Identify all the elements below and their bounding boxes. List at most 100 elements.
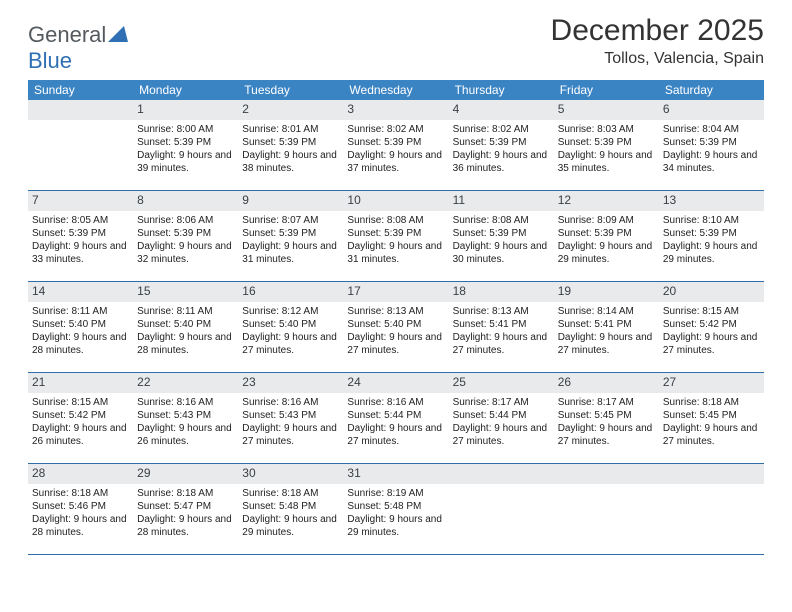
- day-number: 7: [28, 191, 133, 211]
- day-cell: 19Sunrise: 8:14 AMSunset: 5:41 PMDayligh…: [554, 282, 659, 372]
- weeks-container: 1 Sunrise: 8:00 AMSunset: 5:39 PMDaylight…: [28, 100, 764, 555]
- day-number: 2: [238, 100, 343, 120]
- day-body: Sunrise: 8:11 AMSunset: 5:40 PMDaylight:…: [32, 305, 129, 357]
- daylight-text: Daylight: 9 hours and 28 minutes.: [137, 331, 234, 357]
- dow-sunday: Sunday: [28, 80, 133, 100]
- day-number: 11: [449, 191, 554, 211]
- day-cell: 16Sunrise: 8:12 AMSunset: 5:40 PMDayligh…: [238, 282, 343, 372]
- daylight-text: Daylight: 9 hours and 37 minutes.: [347, 149, 444, 175]
- dow-friday: Friday: [554, 80, 659, 100]
- sunset-text: Sunset: 5:41 PM: [558, 318, 655, 331]
- day-cell: 8 Sunrise: 8:06 AMSunset: 5:39 PMDaylight…: [133, 191, 238, 281]
- sunset-text: Sunset: 5:45 PM: [663, 409, 760, 422]
- day-number: 27: [659, 373, 764, 393]
- day-cell: [28, 100, 133, 190]
- sunrise-text: Sunrise: 8:07 AM: [242, 214, 339, 227]
- day-number: 28: [28, 464, 133, 484]
- day-body: Sunrise: 8:01 AMSunset: 5:39 PMDaylight:…: [242, 123, 339, 175]
- daylight-text: Daylight: 9 hours and 27 minutes.: [242, 422, 339, 448]
- daylight-text: Daylight: 9 hours and 27 minutes.: [558, 422, 655, 448]
- sunrise-text: Sunrise: 8:19 AM: [347, 487, 444, 500]
- day-cell: 22Sunrise: 8:16 AMSunset: 5:43 PMDayligh…: [133, 373, 238, 463]
- sail-icon: [108, 26, 128, 42]
- day-number: 20: [659, 282, 764, 302]
- sunset-text: Sunset: 5:42 PM: [32, 409, 129, 422]
- sunrise-text: Sunrise: 8:13 AM: [453, 305, 550, 318]
- day-body: Sunrise: 8:16 AMSunset: 5:43 PMDaylight:…: [242, 396, 339, 448]
- day-cell: [659, 464, 764, 554]
- logo-main: General: [28, 22, 106, 47]
- day-number: 4: [449, 100, 554, 120]
- sunset-text: Sunset: 5:39 PM: [347, 227, 444, 240]
- day-number: 24: [343, 373, 448, 393]
- logo: General Blue: [28, 14, 128, 74]
- day-cell: 9Sunrise: 8:07 AMSunset: 5:39 PMDaylight…: [238, 191, 343, 281]
- day-number: 18: [449, 282, 554, 302]
- day-number: 15: [133, 282, 238, 302]
- day-number: 12: [554, 191, 659, 211]
- calendar-grid: Sunday Monday Tuesday Wednesday Thursday…: [28, 80, 764, 555]
- day-cell: 28 Sunrise: 8:18 AMSunset: 5:46 PMDayligh…: [28, 464, 133, 554]
- week-row: 14Sunrise: 8:11 AMSunset: 5:40 PMDayligh…: [28, 282, 764, 373]
- sunrise-text: Sunrise: 8:15 AM: [663, 305, 760, 318]
- day-body: Sunrise: 8:12 AMSunset: 5:40 PMDaylight:…: [242, 305, 339, 357]
- day-number: 9: [238, 191, 343, 211]
- daylight-text: Daylight: 9 hours and 29 minutes.: [663, 240, 760, 266]
- sunrise-text: Sunrise: 8:18 AM: [32, 487, 129, 500]
- daylight-text: Daylight: 9 hours and 34 minutes.: [663, 149, 760, 175]
- dow-tuesday: Tuesday: [238, 80, 343, 100]
- day-number: 5: [554, 100, 659, 120]
- sunset-text: Sunset: 5:39 PM: [558, 227, 655, 240]
- sunrise-text: Sunrise: 8:02 AM: [347, 123, 444, 136]
- daylight-text: Daylight: 9 hours and 33 minutes.: [32, 240, 129, 266]
- day-number: 22: [133, 373, 238, 393]
- day-cell: [449, 464, 554, 554]
- day-body: Sunrise: 8:18 AMSunset: 5:46 PMDaylight:…: [32, 487, 129, 539]
- day-body: Sunrise: 8:02 AMSunset: 5:39 PMDaylight:…: [453, 123, 550, 175]
- sunset-text: Sunset: 5:39 PM: [663, 136, 760, 149]
- day-number: 10: [343, 191, 448, 211]
- day-number: 1: [133, 100, 238, 120]
- day-body: Sunrise: 8:17 AMSunset: 5:45 PMDaylight:…: [558, 396, 655, 448]
- daylight-text: Daylight: 9 hours and 26 minutes.: [137, 422, 234, 448]
- day-cell: 2 Sunrise: 8:01 AMSunset: 5:39 PMDaylight…: [238, 100, 343, 190]
- day-body: Sunrise: 8:16 AMSunset: 5:44 PMDaylight:…: [347, 396, 444, 448]
- day-cell: 4 Sunrise: 8:02 AMSunset: 5:39 PMDaylight…: [449, 100, 554, 190]
- sunrise-text: Sunrise: 8:17 AM: [453, 396, 550, 409]
- daylight-text: Daylight: 9 hours and 29 minutes.: [242, 513, 339, 539]
- daylight-text: Daylight: 9 hours and 28 minutes.: [32, 513, 129, 539]
- sunrise-text: Sunrise: 8:16 AM: [242, 396, 339, 409]
- sunset-text: Sunset: 5:44 PM: [347, 409, 444, 422]
- logo-text: General Blue: [28, 22, 128, 74]
- sunrise-text: Sunrise: 8:15 AM: [32, 396, 129, 409]
- sunrise-text: Sunrise: 8:11 AM: [32, 305, 129, 318]
- day-cell: 21Sunrise: 8:15 AMSunset: 5:42 PMDayligh…: [28, 373, 133, 463]
- day-cell: 26Sunrise: 8:17 AMSunset: 5:45 PMDayligh…: [554, 373, 659, 463]
- day-cell: 15Sunrise: 8:11 AMSunset: 5:40 PMDayligh…: [133, 282, 238, 372]
- day-body: Sunrise: 8:10 AMSunset: 5:39 PMDaylight:…: [663, 214, 760, 266]
- day-number: [554, 464, 659, 484]
- day-cell: 3Sunrise: 8:02 AMSunset: 5:39 PMDaylight…: [343, 100, 448, 190]
- sunrise-text: Sunrise: 8:08 AM: [453, 214, 550, 227]
- sunrise-text: Sunrise: 8:16 AM: [347, 396, 444, 409]
- day-number: 30: [238, 464, 343, 484]
- sunset-text: Sunset: 5:48 PM: [347, 500, 444, 513]
- sunset-text: Sunset: 5:40 PM: [347, 318, 444, 331]
- daylight-text: Daylight: 9 hours and 39 minutes.: [137, 149, 234, 175]
- sunset-text: Sunset: 5:48 PM: [242, 500, 339, 513]
- month-title: December 2025: [551, 14, 764, 48]
- day-body: Sunrise: 8:08 AMSunset: 5:39 PMDaylight:…: [453, 214, 550, 266]
- daylight-text: Daylight: 9 hours and 27 minutes.: [558, 331, 655, 357]
- daylight-text: Daylight: 9 hours and 29 minutes.: [347, 513, 444, 539]
- day-body: Sunrise: 8:00 AMSunset: 5:39 PMDaylight:…: [137, 123, 234, 175]
- day-number: 6: [659, 100, 764, 120]
- sunset-text: Sunset: 5:39 PM: [453, 227, 550, 240]
- daylight-text: Daylight: 9 hours and 27 minutes.: [663, 331, 760, 357]
- day-cell: 5Sunrise: 8:03 AMSunset: 5:39 PMDaylight…: [554, 100, 659, 190]
- day-number: 8: [133, 191, 238, 211]
- day-body: Sunrise: 8:06 AMSunset: 5:39 PMDaylight:…: [137, 214, 234, 266]
- daylight-text: Daylight: 9 hours and 27 minutes.: [453, 331, 550, 357]
- sunset-text: Sunset: 5:39 PM: [453, 136, 550, 149]
- sunrise-text: Sunrise: 8:18 AM: [663, 396, 760, 409]
- sunset-text: Sunset: 5:43 PM: [242, 409, 339, 422]
